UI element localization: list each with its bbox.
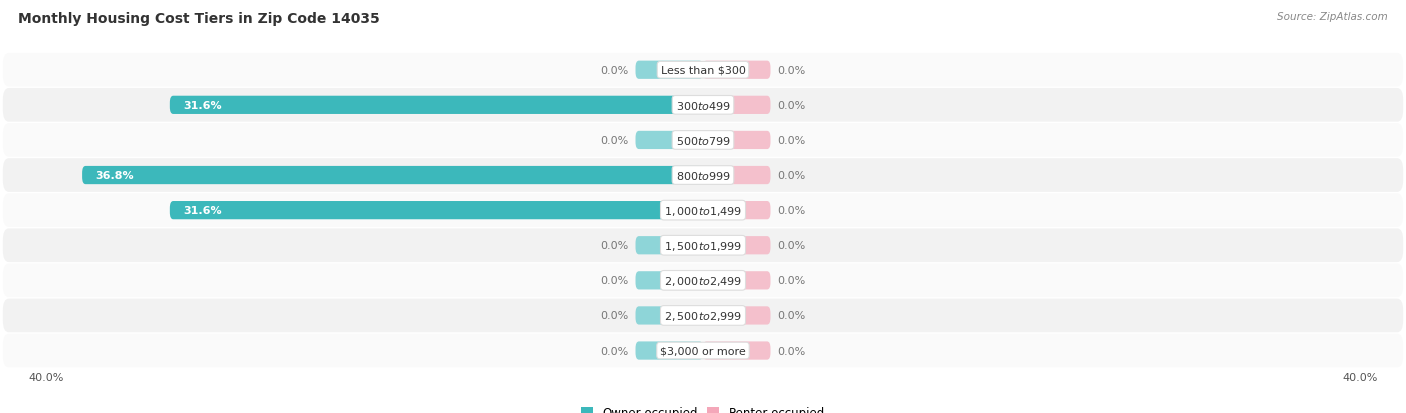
Text: Source: ZipAtlas.com: Source: ZipAtlas.com: [1277, 12, 1388, 22]
FancyBboxPatch shape: [636, 272, 703, 290]
FancyBboxPatch shape: [703, 237, 770, 255]
Text: 0.0%: 0.0%: [778, 241, 806, 251]
Text: 36.8%: 36.8%: [96, 171, 134, 180]
Text: 40.0%: 40.0%: [28, 372, 63, 382]
Text: $500 to $799: $500 to $799: [675, 135, 731, 147]
FancyBboxPatch shape: [3, 89, 1403, 122]
Text: 0.0%: 0.0%: [600, 135, 628, 146]
FancyBboxPatch shape: [3, 229, 1403, 262]
FancyBboxPatch shape: [3, 299, 1403, 332]
FancyBboxPatch shape: [636, 306, 703, 325]
FancyBboxPatch shape: [3, 54, 1403, 88]
Text: 0.0%: 0.0%: [600, 241, 628, 251]
Legend: Owner-occupied, Renter-occupied: Owner-occupied, Renter-occupied: [576, 401, 830, 413]
Text: $2,500 to $2,999: $2,500 to $2,999: [664, 309, 742, 322]
Text: 40.0%: 40.0%: [1343, 372, 1378, 382]
FancyBboxPatch shape: [703, 97, 770, 115]
FancyBboxPatch shape: [703, 202, 770, 220]
Text: 0.0%: 0.0%: [600, 346, 628, 356]
FancyBboxPatch shape: [170, 97, 703, 115]
FancyBboxPatch shape: [3, 159, 1403, 192]
Text: 0.0%: 0.0%: [778, 346, 806, 356]
FancyBboxPatch shape: [3, 334, 1403, 368]
Text: $300 to $499: $300 to $499: [675, 100, 731, 112]
Text: 0.0%: 0.0%: [778, 171, 806, 180]
Text: $800 to $999: $800 to $999: [675, 170, 731, 182]
FancyBboxPatch shape: [703, 166, 770, 185]
FancyBboxPatch shape: [636, 237, 703, 255]
FancyBboxPatch shape: [3, 194, 1403, 228]
FancyBboxPatch shape: [703, 62, 770, 80]
Text: $2,000 to $2,499: $2,000 to $2,499: [664, 274, 742, 287]
Text: $3,000 or more: $3,000 or more: [661, 346, 745, 356]
Text: $1,000 to $1,499: $1,000 to $1,499: [664, 204, 742, 217]
FancyBboxPatch shape: [636, 342, 703, 360]
Text: 0.0%: 0.0%: [778, 135, 806, 146]
FancyBboxPatch shape: [3, 264, 1403, 297]
Text: Less than $300: Less than $300: [661, 66, 745, 76]
FancyBboxPatch shape: [703, 272, 770, 290]
FancyBboxPatch shape: [82, 166, 703, 185]
Text: 0.0%: 0.0%: [600, 275, 628, 286]
FancyBboxPatch shape: [703, 306, 770, 325]
FancyBboxPatch shape: [636, 131, 703, 150]
FancyBboxPatch shape: [3, 124, 1403, 157]
Text: 0.0%: 0.0%: [600, 311, 628, 320]
Text: Monthly Housing Cost Tiers in Zip Code 14035: Monthly Housing Cost Tiers in Zip Code 1…: [18, 12, 380, 26]
FancyBboxPatch shape: [170, 202, 703, 220]
Text: 0.0%: 0.0%: [778, 311, 806, 320]
Text: $1,500 to $1,999: $1,500 to $1,999: [664, 239, 742, 252]
FancyBboxPatch shape: [703, 342, 770, 360]
Text: 31.6%: 31.6%: [183, 101, 222, 111]
Text: 0.0%: 0.0%: [778, 275, 806, 286]
FancyBboxPatch shape: [703, 131, 770, 150]
Text: 0.0%: 0.0%: [778, 66, 806, 76]
Text: 0.0%: 0.0%: [600, 66, 628, 76]
Text: 31.6%: 31.6%: [183, 206, 222, 216]
Text: 0.0%: 0.0%: [778, 206, 806, 216]
Text: 0.0%: 0.0%: [778, 101, 806, 111]
FancyBboxPatch shape: [636, 62, 703, 80]
